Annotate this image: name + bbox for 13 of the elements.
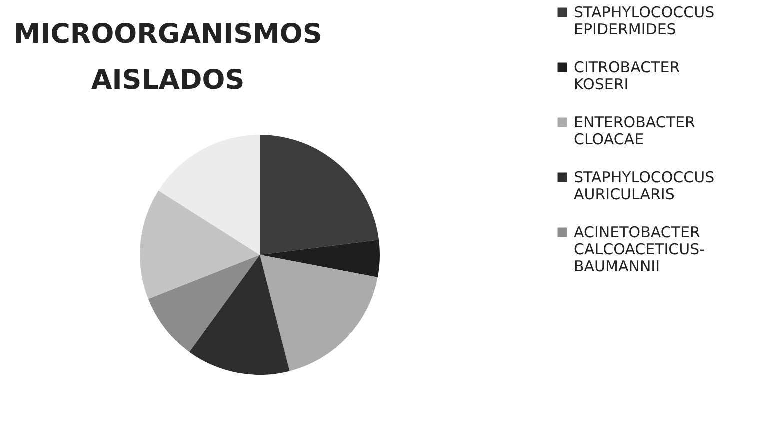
pie-slice — [189, 255, 290, 375]
pie-slice — [140, 190, 260, 300]
pie-slice — [260, 240, 380, 278]
legend-label: ENTEROBACTER CLOACAE — [574, 114, 696, 148]
legend-label: STAPHYLOCOCCUS AURICULARIS — [574, 168, 715, 204]
pie-slice — [148, 255, 260, 352]
legend-label: CITROBACTER KOSERI — [574, 58, 680, 94]
pie-slice — [260, 135, 380, 255]
text: MICROORGANISMOS AISLADOS — [14, 19, 322, 96]
legend-label: ACINETOBACTER CALCOACETICUS-BAUMANNII — [574, 224, 706, 276]
pie-slice — [158, 135, 260, 255]
legend-label: STAPHYLOCOCCUS EPIDERMIDES — [574, 4, 715, 38]
pie-slice — [260, 255, 378, 372]
